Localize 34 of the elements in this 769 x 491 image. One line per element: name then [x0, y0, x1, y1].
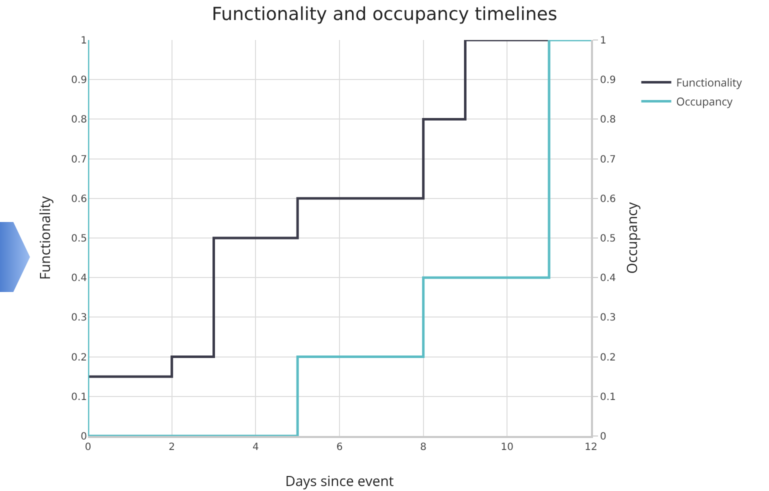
y2-tick-label: 0.4 [600, 273, 616, 284]
y2-tick-label: 0.5 [600, 234, 616, 244]
y2-tick-label: 0.1 [600, 392, 616, 403]
y2-axis-title: Occupancy [623, 201, 642, 274]
y-tick-label: 0.6 [71, 194, 87, 205]
x-axis-title: Days since event [285, 472, 394, 491]
x-tick-label: 6 [336, 442, 343, 453]
y2-tick-label: 0.6 [600, 194, 616, 205]
y-tick-label: 0 [80, 432, 87, 442]
y2-tick-label: 1 [600, 36, 606, 46]
x-tick-label: 10 [500, 442, 514, 453]
y-tick-label: 1 [80, 36, 87, 46]
legend-label: Functionality [676, 76, 742, 91]
x-tick-label: 4 [252, 442, 259, 453]
y-tick-label: 0.3 [71, 312, 87, 324]
y2-tick-label: 0.9 [600, 75, 616, 86]
y2-tick-label: 0 [600, 432, 606, 442]
x-tick-label: 8 [420, 442, 427, 453]
x-tick-label: 2 [168, 442, 176, 453]
y2-tick-label: 0.2 [600, 352, 616, 364]
y2-tick-label: 0.7 [600, 154, 616, 166]
y-tick-label: 0.2 [71, 352, 87, 364]
legend-label: Occupancy [676, 94, 733, 110]
y-tick-label: 0.5 [71, 234, 87, 244]
chart-title: Functionality and occupancy timelines [212, 4, 558, 25]
y-tick-label: 0.9 [71, 75, 87, 86]
y-tick-label: 0.8 [71, 114, 87, 126]
y-axis-title: Functionality [36, 195, 55, 280]
y2-tick-label: 0.3 [600, 312, 616, 324]
y-tick-label: 0.7 [71, 154, 87, 166]
y2-tick-label: 0.8 [600, 114, 616, 126]
y-tick-label: 0.1 [71, 392, 87, 403]
x-tick-label: 12 [584, 442, 598, 453]
y-tick-label: 0.4 [71, 273, 87, 284]
